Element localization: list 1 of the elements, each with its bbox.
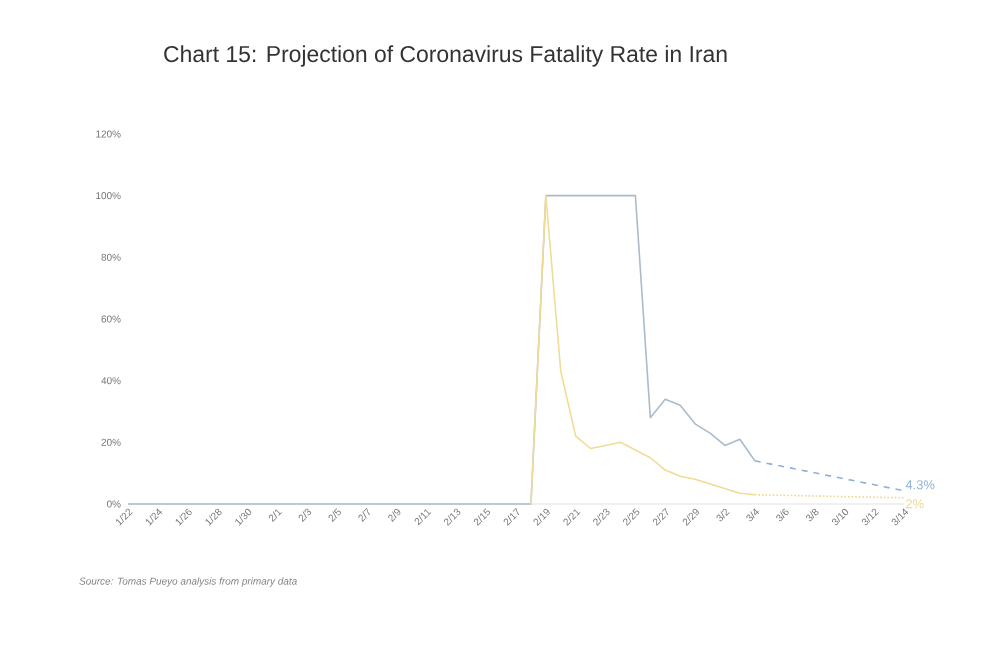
chart-title: Chart 15: Projection of Coronavirus Fatality Rate in Iran bbox=[164, 45, 727, 67]
